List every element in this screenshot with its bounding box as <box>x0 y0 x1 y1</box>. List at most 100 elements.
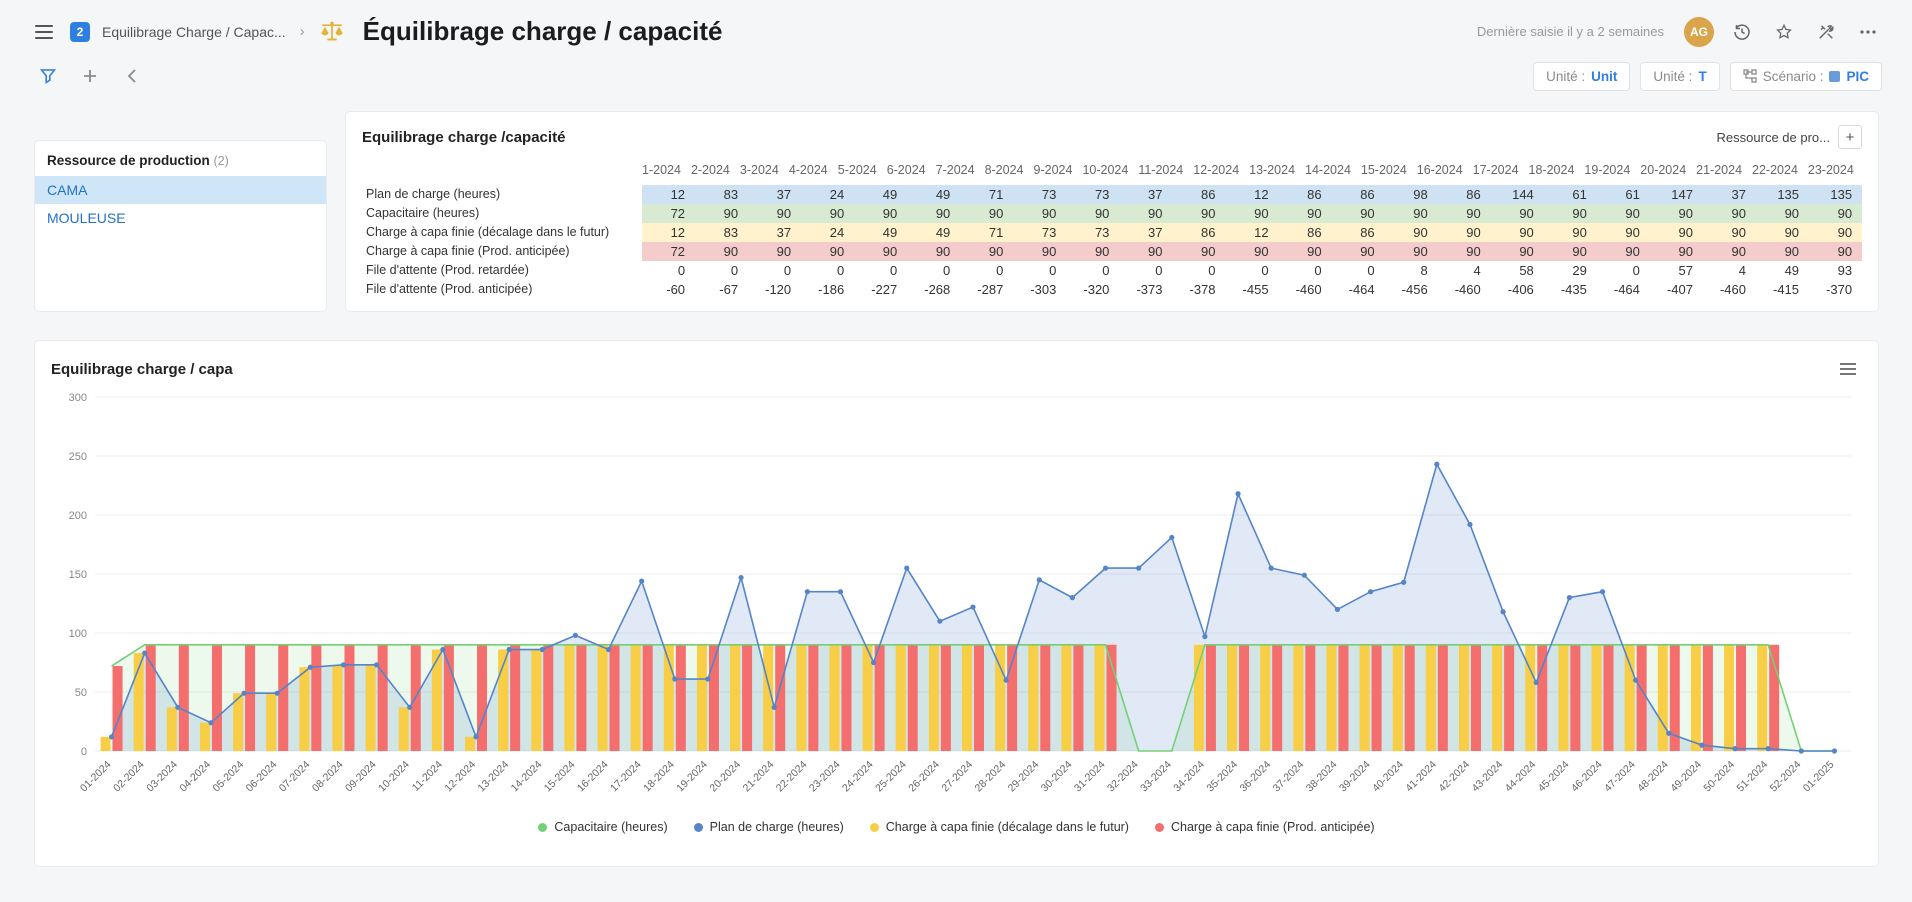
table-cell[interactable]: 83 <box>695 185 749 204</box>
table-cell[interactable]: 71 <box>960 223 1014 242</box>
table-cell[interactable]: 49 <box>907 223 961 242</box>
table-cell[interactable]: 37 <box>748 223 802 242</box>
breadcrumb[interactable]: Equilibrage Charge / Capac... <box>102 23 286 40</box>
table-cell[interactable]: 90 <box>1809 204 1863 223</box>
unit-t-button[interactable]: Unité : T <box>1640 61 1720 91</box>
table-cell[interactable]: 0 <box>1632 263 1640 278</box>
table-cell[interactable]: 0 <box>677 263 686 278</box>
legend-item[interactable]: Plan de charge (heures) <box>693 820 844 834</box>
table-cell[interactable]: 49 <box>854 185 908 204</box>
table-cell[interactable]: -415 <box>1773 282 1800 297</box>
table-cell[interactable]: 90 <box>1649 223 1703 242</box>
table-cell[interactable]: 61 <box>1543 185 1597 204</box>
table-cell[interactable]: -373 <box>1136 282 1163 297</box>
menu-icon[interactable] <box>30 18 58 46</box>
avatar[interactable]: AG <box>1684 16 1714 47</box>
table-cell[interactable]: 90 <box>1596 204 1650 223</box>
table-cell[interactable]: 90 <box>1490 223 1544 242</box>
table-cell[interactable]: 12 <box>642 223 696 242</box>
table-cell[interactable]: 37 <box>1119 223 1173 242</box>
table-cell[interactable]: 0 <box>890 263 898 278</box>
table-cell[interactable]: 90 <box>1490 204 1544 223</box>
table-cell[interactable]: 73 <box>1013 223 1067 242</box>
table-cell[interactable]: 61 <box>1596 185 1650 204</box>
table-cell[interactable]: 58 <box>1519 263 1534 278</box>
legend-item[interactable]: Charge à capa finie (décalage dans le fu… <box>869 820 1129 834</box>
table-cell[interactable]: -60 <box>666 282 686 297</box>
table-cell[interactable]: 90 <box>1119 242 1173 261</box>
resource-item[interactable]: MOULEUSE <box>47 210 126 226</box>
table-cell[interactable]: 86 <box>1331 223 1385 242</box>
table-cell[interactable]: 90 <box>1013 242 1067 261</box>
table-cell[interactable]: -227 <box>871 282 898 297</box>
table-cell[interactable]: 0 <box>1208 263 1216 278</box>
table-cell[interactable]: 90 <box>854 204 908 223</box>
table-cell[interactable]: -455 <box>1242 282 1269 297</box>
table-cell[interactable]: 90 <box>854 242 908 261</box>
chart-menu-icon[interactable] <box>1834 355 1862 383</box>
table-cell[interactable]: -464 <box>1348 282 1375 297</box>
collapse-left-icon[interactable] <box>118 62 146 90</box>
table-cell[interactable]: 0 <box>730 263 739 278</box>
table-cell[interactable]: 49 <box>1784 263 1800 278</box>
table-cell[interactable]: 90 <box>1755 223 1810 242</box>
table-cell[interactable]: 57 <box>1678 263 1693 278</box>
table-cell[interactable]: 86 <box>1331 185 1385 204</box>
add-filter-icon[interactable] <box>76 62 104 90</box>
table-cell[interactable]: 73 <box>1066 185 1120 204</box>
table-cell[interactable]: -460 <box>1719 282 1746 297</box>
scenario-button[interactable]: Scénario : PIC <box>1729 61 1882 91</box>
table-cell[interactable]: 93 <box>1837 263 1853 278</box>
table-cell[interactable]: 135 <box>1755 185 1810 204</box>
table-cell[interactable]: 4 <box>1738 263 1746 278</box>
table-cell[interactable]: 135 <box>1809 185 1863 204</box>
table-cell[interactable]: 71 <box>960 185 1014 204</box>
table-cell[interactable]: 90 <box>1437 242 1491 261</box>
filter-icon[interactable] <box>34 62 62 90</box>
table-cell[interactable]: -456 <box>1401 282 1428 297</box>
table-cell[interactable]: 90 <box>1437 223 1491 242</box>
table-cell[interactable]: 90 <box>1331 242 1385 261</box>
table-cell[interactable]: 0 <box>996 263 1004 278</box>
table-cell[interactable]: 37 <box>1702 185 1756 204</box>
table-cell[interactable]: 90 <box>1384 204 1438 223</box>
table-cell[interactable]: 0 <box>1102 263 1110 278</box>
table-cell[interactable]: 73 <box>1013 185 1067 204</box>
table-cell[interactable]: 90 <box>1278 242 1332 261</box>
table-cell[interactable]: 49 <box>907 185 961 204</box>
table-cell[interactable]: 29 <box>1572 263 1587 278</box>
table-cell[interactable]: 86 <box>1278 185 1332 204</box>
table-cell[interactable]: 90 <box>1809 242 1863 261</box>
table-cell[interactable]: -320 <box>1083 282 1110 297</box>
table-cell[interactable]: 90 <box>1278 204 1332 223</box>
table-cell[interactable]: 90 <box>1755 204 1810 223</box>
table-cell[interactable]: 90 <box>1384 223 1438 242</box>
table-cell[interactable]: 90 <box>907 242 961 261</box>
table-cell[interactable]: 0 <box>1367 263 1375 278</box>
table-cell[interactable]: 90 <box>1225 242 1279 261</box>
table-cell[interactable]: -435 <box>1560 282 1587 297</box>
table-cell[interactable]: 90 <box>1384 242 1438 261</box>
table-cell[interactable]: 73 <box>1066 223 1120 242</box>
table-cell[interactable]: 98 <box>1384 185 1438 204</box>
table-cell[interactable]: 12 <box>1225 223 1279 242</box>
table-cell[interactable]: -460 <box>1295 282 1322 297</box>
table-cell[interactable]: 90 <box>1543 223 1597 242</box>
table-cell[interactable]: 90 <box>1490 242 1544 261</box>
table-cell[interactable]: 24 <box>801 185 855 204</box>
table-cell[interactable]: 90 <box>1649 242 1703 261</box>
add-resource-button[interactable]: + <box>1838 125 1862 149</box>
star-icon[interactable] <box>1770 18 1798 46</box>
legend-item[interactable]: Capacitaire (heures) <box>538 820 668 834</box>
table-cell[interactable]: 90 <box>1437 204 1491 223</box>
table-cell[interactable]: 90 <box>1702 204 1756 223</box>
table-cell[interactable]: 72 <box>642 204 696 223</box>
table-cell[interactable]: 24 <box>801 223 855 242</box>
table-cell[interactable]: -287 <box>977 282 1004 297</box>
table-cell[interactable]: 37 <box>1119 185 1173 204</box>
table-cell[interactable]: 0 <box>1049 263 1057 278</box>
table-cell[interactable]: -268 <box>924 282 951 297</box>
table-cell[interactable]: 90 <box>695 204 749 223</box>
table-cell[interactable]: 90 <box>1013 204 1067 223</box>
table-cell[interactable]: 86 <box>1278 223 1332 242</box>
